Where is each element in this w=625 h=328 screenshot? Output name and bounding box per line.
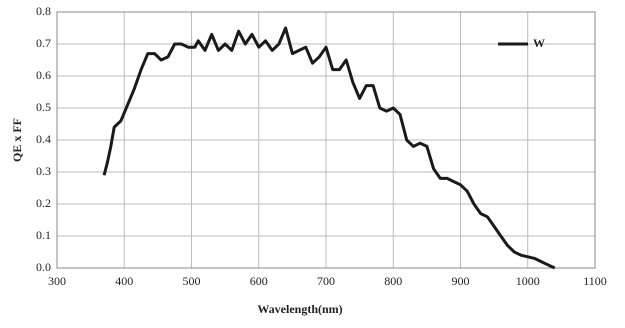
y-axis-label: QE x FF <box>10 118 24 162</box>
y-tick-label: 0.7 <box>36 36 51 50</box>
y-tick-label: 0.5 <box>36 100 51 114</box>
x-tick-label: 400 <box>115 274 133 288</box>
y-tick-label: 0.3 <box>36 164 51 178</box>
x-tick-label: 1100 <box>583 274 607 288</box>
x-tick-label: 600 <box>250 274 268 288</box>
y-tick-label: 0.1 <box>36 228 51 242</box>
y-tick-label: 0.4 <box>36 132 51 146</box>
x-tick-label: 800 <box>384 274 402 288</box>
x-axis-label: Wavelength(nm) <box>257 302 342 316</box>
x-tick-label: 500 <box>183 274 201 288</box>
y-tick-label: 0.8 <box>36 4 51 18</box>
plot-border <box>56 11 596 269</box>
x-tick-label: 1000 <box>516 274 540 288</box>
y-tick-label: 0.6 <box>36 68 51 82</box>
y-tick-label: 0.2 <box>36 196 51 210</box>
y-tick-label: 0.0 <box>36 260 51 274</box>
x-tick-label: 900 <box>452 274 470 288</box>
x-tick-label: 300 <box>48 274 66 288</box>
x-tick-label: 700 <box>317 274 335 288</box>
data-line <box>102 26 556 270</box>
legend-label: W <box>533 36 545 50</box>
